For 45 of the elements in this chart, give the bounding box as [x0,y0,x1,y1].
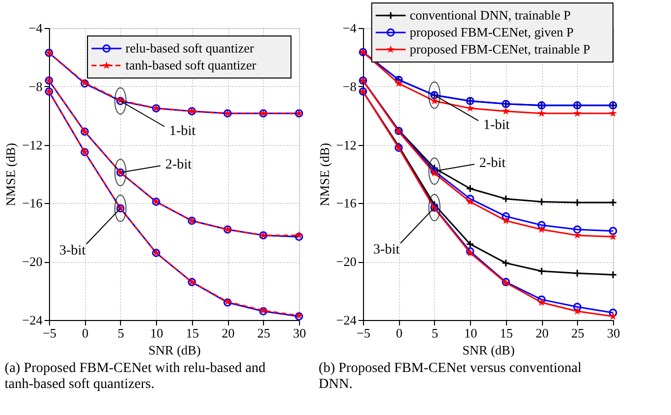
y-tick-label: −20 [22,254,42,270]
x-axis-title: SNR (dB) [148,342,201,358]
y-tick-label: −16 [22,196,43,211]
legend-label: proposed FBM-CENet, given P [410,24,574,40]
annotation: 1-bit [483,118,510,134]
x-axis-title: SNR (dB) [462,342,515,358]
y-tick-label: −16 [336,196,357,211]
legend-label: relu-based soft quantizer [126,40,255,56]
y-tick-label: −24 [22,312,43,328]
y-tick-label: −8 [342,78,356,94]
x-tick-label: 30 [607,326,620,340]
y-tick-label: −12 [336,137,356,152]
x-tick-label: −5 [356,326,370,340]
x-tick-label: 5 [432,326,438,340]
x-tick-label: 0 [396,326,402,340]
x-tick-label: 20 [536,326,549,340]
legend-label: conventional DNN, trainable P [410,8,571,22]
y-tick-label: −4 [342,20,357,36]
text: (b) Proposed FBM-CENet versus conventional DNN. [318,361,582,392]
x-tick-label: 30 [293,326,306,340]
x-tick-label: 10 [150,326,164,340]
y-axis-title: NMSE (dB) [317,142,332,206]
text: (a) Proposed FBM-CENet with relu-based and tanh-based soft quantizers. [4,361,266,392]
y-tick-label: −12 [22,137,42,152]
y-tick-label: −20 [336,254,356,270]
y-axis-title: NMSE (dB) [3,142,18,206]
x-tick-label: 0 [82,326,88,340]
annotation: 3-bit [59,243,86,258]
annotation: 2-bit [165,158,192,173]
y-tick-label: −8 [28,78,42,94]
x-tick-label: 5 [118,326,124,340]
x-tick-label: 25 [571,326,584,340]
annotation: 1-bit [169,124,196,139]
y-tick-label: −24 [336,312,357,328]
x-tick-label: 10 [464,326,478,340]
x-tick-label: 15 [500,326,513,340]
legend-label: tanh-based soft quantizer [126,58,257,72]
x-tick-label: 15 [186,326,199,340]
x-tick-label: −5 [42,326,56,340]
x-tick-label: 25 [257,326,270,340]
y-tick-label: −4 [28,20,43,36]
legend-label: proposed FBM-CENet, trainable P [410,42,590,56]
x-tick-label: 20 [222,326,235,340]
annotation: 2-bit [479,156,506,172]
annotation: 3-bit [373,242,400,258]
